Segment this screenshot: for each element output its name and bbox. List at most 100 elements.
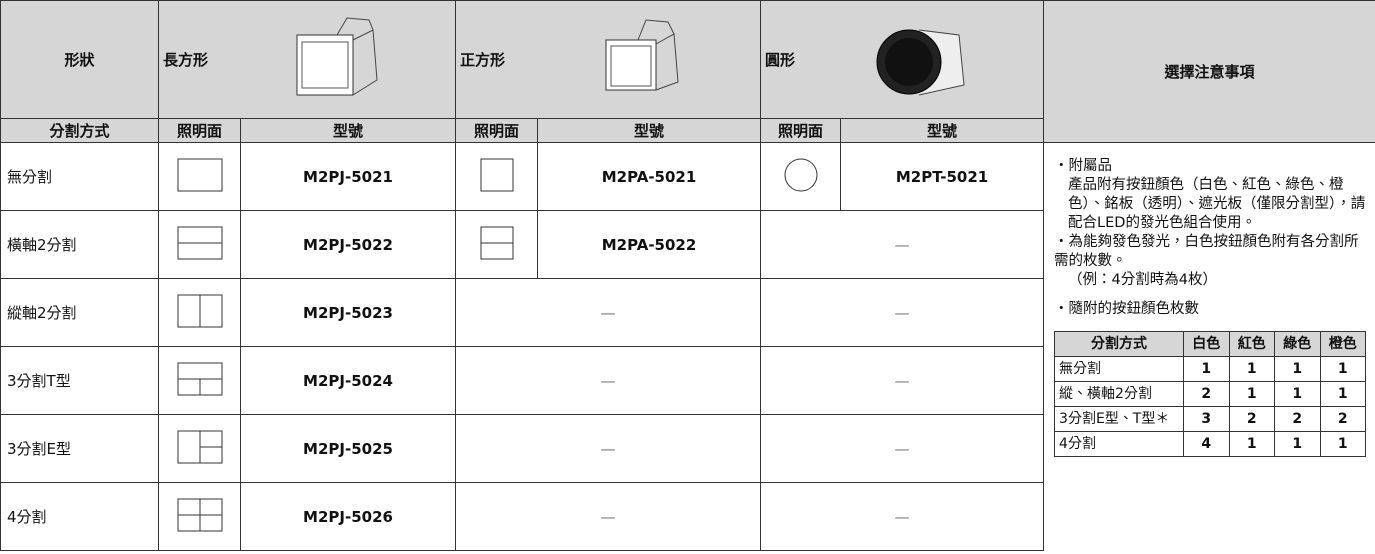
header-text: 正方形 <box>460 51 506 69</box>
note-text: （例：4分割時為4枚） <box>1068 272 1217 288</box>
model-cell: M2PA-5021 <box>537 142 762 211</box>
sub-count-cell: 3 <box>1183 406 1230 432</box>
model-cell: M2PJ-5023 <box>239 278 457 347</box>
face-icon <box>480 158 514 191</box>
sub-count-cell: 1 <box>1274 356 1321 382</box>
row: 3分割T型 M2PJ-5024 — — <box>0 346 1375 415</box>
subheader-cell: 照明面 <box>455 118 539 143</box>
sub-header-cell: 綠色 <box>1274 331 1321 357</box>
icon-cell <box>455 142 539 211</box>
dash-cell: — <box>760 482 1045 551</box>
dash-cell: — <box>455 278 762 347</box>
color-count-table: 分割方式 白色 紅色 綠色 橙色 無分割 1 1 1 1 縱、橫軸2分割 2 1 1 1 3分割E型… <box>1054 331 1367 457</box>
sub-count-cell: 2 <box>1319 406 1367 432</box>
header-cell: 長方形 <box>157 0 457 119</box>
sub-header-cell: 分割方式 <box>1054 331 1185 357</box>
split-cell: 縱軸2分割 <box>0 278 159 347</box>
sub-count-cell: 2 <box>1228 406 1276 432</box>
row: 橫軸2分割 M2PJ-5022 M2PA-5022 — <box>0 210 1375 279</box>
model-cell: M2PJ-5026 <box>239 482 457 551</box>
sub-count-cell: 1 <box>1274 381 1321 407</box>
sub-count-cell: 1 <box>1319 431 1367 457</box>
model-cell: M2PT-5021 <box>840 142 1045 211</box>
note-text: ・隨附的按鈕顏色枚數 <box>1054 301 1200 317</box>
split-cell: 4分割 <box>0 482 159 551</box>
note-text: ・為能夠發色發光，白色按鈕顏色附有各分割所需的枚數。 <box>1054 234 1359 269</box>
dash-cell: — <box>760 210 1045 279</box>
sub-count-cell: 1 <box>1183 356 1230 382</box>
sub-header-cell: 橙色 <box>1319 331 1367 357</box>
icon-cell <box>158 346 241 415</box>
note-text: 產品附有按鈕顏色（白色、紅色、綠色、橙色）、銘板（透明）、遮光板（僅限分割型），… <box>1068 177 1366 231</box>
subheader-cell: 型號 <box>239 118 457 143</box>
subheader-cell: 型號 <box>537 118 762 143</box>
dash-cell: — <box>760 346 1045 415</box>
icon-cell <box>760 142 842 211</box>
sub-row: 3分割E型、T型＊ 3 2 2 2 <box>1054 406 1367 432</box>
header-cell: 正方形 <box>455 0 762 119</box>
icon-cell <box>158 278 241 347</box>
sub-label-cell: 3分割E型、T型＊ <box>1054 406 1185 432</box>
note-text: ・附屬品 <box>1054 158 1113 174</box>
sub-count-cell: 1 <box>1228 381 1276 407</box>
sub-count-cell: 2 <box>1183 381 1230 407</box>
model-cell: M2PJ-5025 <box>239 414 457 483</box>
sub-body: 無分割 1 1 1 1 縱、橫軸2分割 2 1 1 1 3分割E型、T型＊ 3 2 2 2 4分割 4 1 1 1 <box>1054 356 1367 457</box>
model-cell: M2PA-5022 <box>537 210 762 279</box>
header-row: 形狀 長方形 正方形 圓形 選擇注意事項 <box>0 0 1375 143</box>
sub-label-cell: 無分割 <box>1054 356 1185 382</box>
subheader-cell: 分割方式 <box>0 118 159 143</box>
sub-count-cell: 1 <box>1319 356 1367 382</box>
header-cell: 圓形 <box>760 0 1045 119</box>
sub-count-cell: 4 <box>1183 431 1230 457</box>
face-icon <box>177 226 222 259</box>
split-cell: 橫軸2分割 <box>0 210 159 279</box>
sub-header-cell: 紅色 <box>1228 331 1276 357</box>
product-image <box>605 18 679 90</box>
dash-cell: — <box>760 414 1045 483</box>
icon-cell <box>158 210 241 279</box>
sub-header-row: 分割方式 白色 紅色 綠色 橙色 <box>1054 331 1367 357</box>
product-image <box>876 29 965 95</box>
sub-header-cell: 白色 <box>1183 331 1230 357</box>
split-cell: 3分割T型 <box>0 346 159 415</box>
subheader-cell: 照明面 <box>158 118 241 143</box>
product-image <box>296 16 378 95</box>
face-icon <box>480 226 514 259</box>
row: 3分割E型 M2PJ-5025 — — <box>0 414 1375 483</box>
header-text: 長方形 <box>163 51 209 69</box>
face-icon <box>177 294 222 327</box>
split-cell: 無分割 <box>0 142 159 211</box>
face-icon <box>177 498 222 531</box>
sub-count-cell: 1 <box>1274 431 1321 457</box>
dash-cell: — <box>455 346 762 415</box>
sub-count-cell: 1 <box>1319 381 1367 407</box>
notes-cell: ・附屬品 產品附有按鈕顏色（白色、紅色、綠色、橙色）、銘板（透明）、遮光板（僅限… <box>1043 142 1375 551</box>
model-cell: M2PJ-5024 <box>239 346 457 415</box>
sub-count-cell: 2 <box>1274 406 1321 432</box>
dash-cell: — <box>455 414 762 483</box>
row: 4分割 M2PJ-5026 — — <box>0 482 1375 551</box>
model-cell: M2PJ-5022 <box>239 210 457 279</box>
subheader-cell: 型號 <box>840 118 1045 143</box>
icon-cell <box>158 482 241 551</box>
face-icon <box>784 158 818 191</box>
face-icon <box>177 362 222 395</box>
sub-row: 無分割 1 1 1 1 <box>1054 356 1367 382</box>
split-cell: 3分割E型 <box>0 414 159 483</box>
sub-count-cell: 1 <box>1228 431 1276 457</box>
subheader-cell: 照明面 <box>760 118 842 143</box>
dash-cell: — <box>455 482 762 551</box>
header-text: 圓形 <box>765 51 796 69</box>
sub-label-cell: 4分割 <box>1054 431 1185 457</box>
icon-cell <box>158 142 241 211</box>
icon-cell <box>158 414 241 483</box>
face-icon <box>177 158 222 191</box>
sub-row: 縱、橫軸2分割 2 1 1 1 <box>1054 381 1367 407</box>
header-cell: 選擇注意事項 <box>1043 0 1375 143</box>
sub-row: 4分割 4 1 1 1 <box>1054 431 1367 457</box>
header-cell: 形狀 <box>0 0 159 119</box>
dash-cell: — <box>760 278 1045 347</box>
